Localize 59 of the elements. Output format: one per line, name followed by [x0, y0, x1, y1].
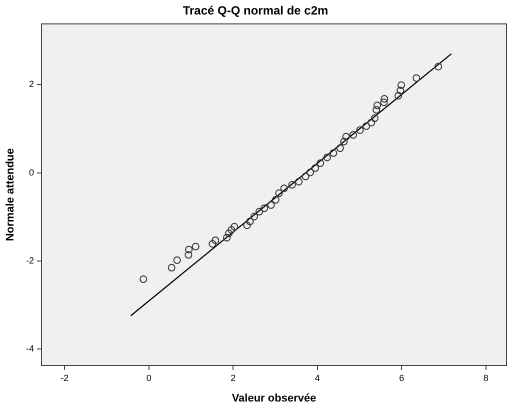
x-axis-title: Valeur observée — [232, 392, 316, 404]
point — [225, 229, 233, 238]
x-tick-label: -2 — [60, 372, 69, 383]
point — [212, 236, 220, 244]
point — [362, 122, 370, 130]
y-tick-label: 0 — [28, 167, 34, 178]
point — [140, 275, 148, 283]
point — [246, 218, 254, 226]
point — [260, 204, 268, 212]
x-tick-label: 4 — [314, 372, 320, 383]
point — [373, 102, 382, 110]
point — [394, 92, 402, 100]
point — [208, 240, 216, 248]
x-tick-label: 8 — [483, 372, 488, 383]
point — [380, 98, 388, 106]
point — [330, 149, 338, 157]
point — [372, 106, 380, 114]
point — [412, 74, 420, 82]
point — [356, 126, 364, 134]
point — [228, 226, 236, 234]
point — [223, 234, 231, 242]
point — [243, 222, 251, 230]
point — [267, 201, 275, 209]
point — [311, 164, 320, 172]
y-axis-title: Normale attendue — [4, 148, 17, 242]
point — [173, 256, 181, 264]
point — [302, 172, 310, 180]
point — [255, 208, 264, 216]
x-tick-label: 2 — [230, 372, 236, 383]
point — [368, 118, 376, 126]
point — [380, 95, 388, 103]
point — [316, 159, 324, 167]
point — [306, 168, 314, 176]
point — [295, 178, 303, 186]
x-tick-label: 0 — [146, 372, 152, 383]
point — [168, 264, 176, 272]
x-tick-label: 6 — [399, 372, 404, 383]
point — [397, 81, 406, 89]
point — [250, 212, 258, 220]
chart-title: Tracé Q-Q normal de c2m — [182, 4, 328, 18]
y-tick-label: -2 — [26, 256, 34, 266]
point — [370, 114, 378, 122]
point — [342, 132, 350, 141]
point — [340, 138, 348, 146]
point — [434, 62, 442, 70]
point — [275, 189, 283, 197]
y-tick-label: 2 — [28, 79, 34, 90]
point — [349, 131, 358, 139]
point — [230, 222, 238, 230]
y-tick-label: -4 — [26, 344, 34, 354]
point — [192, 242, 200, 250]
point — [272, 196, 280, 204]
point — [280, 184, 288, 192]
point — [185, 246, 193, 254]
point — [336, 144, 344, 152]
point — [323, 154, 331, 162]
point — [396, 86, 404, 94]
point — [184, 251, 192, 259]
point — [288, 180, 296, 189]
